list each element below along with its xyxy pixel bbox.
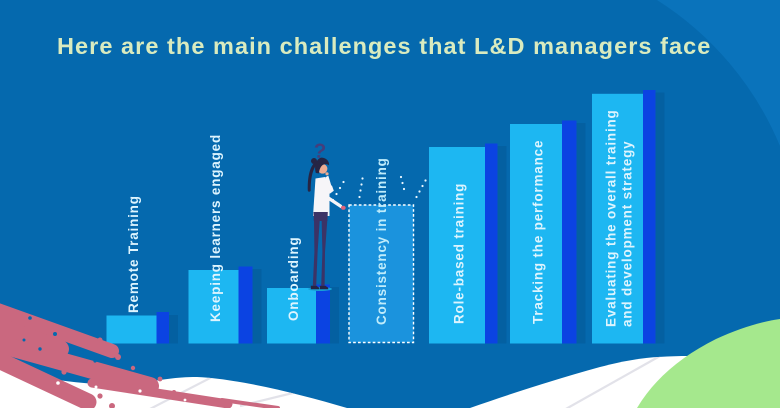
svg-text:?: ? bbox=[312, 139, 326, 163]
svg-text:Remote Training: Remote Training bbox=[126, 195, 141, 313]
svg-text:Evaluating the overall trainin: Evaluating the overall training bbox=[604, 109, 619, 327]
svg-text:and development strategy: and development strategy bbox=[620, 141, 635, 328]
svg-text:Here are the main challenges t: Here are the main challenges that L&D ma… bbox=[57, 33, 711, 59]
svg-text:Consistency in training: Consistency in training bbox=[374, 157, 389, 325]
svg-text:Onboarding: Onboarding bbox=[286, 237, 301, 322]
svg-text:Role-based training: Role-based training bbox=[452, 183, 467, 324]
svg-text:Keeping learners engaged: Keeping learners engaged bbox=[208, 134, 223, 322]
svg-text:Tracking the performance: Tracking the performance bbox=[531, 140, 546, 324]
